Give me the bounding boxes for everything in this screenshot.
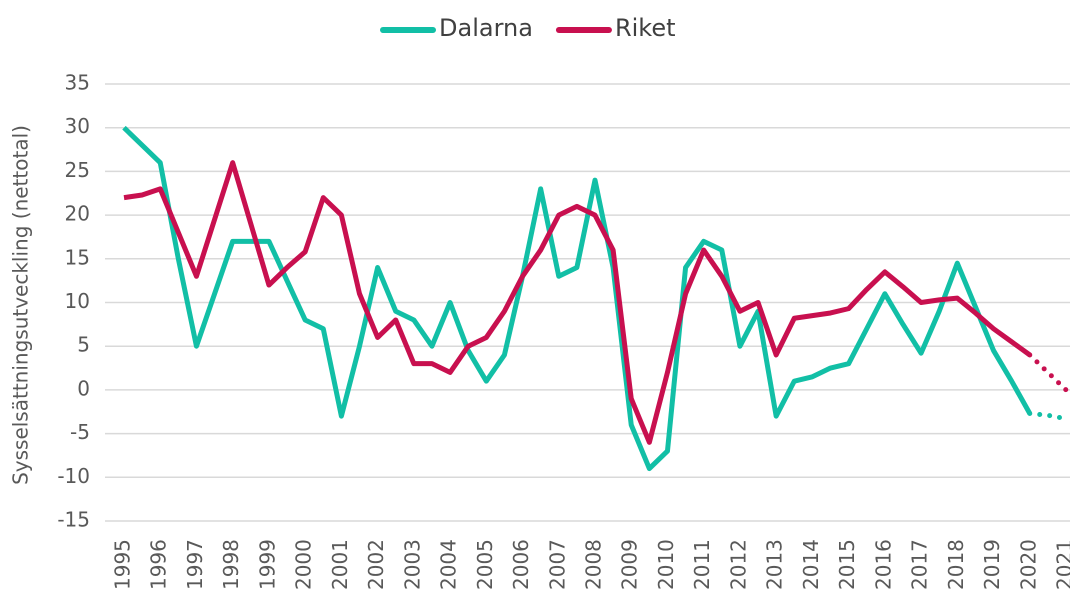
x-tick-label: 2002 — [364, 539, 388, 590]
series-line-forecast — [1027, 410, 1069, 422]
x-tick-label: 1998 — [219, 539, 243, 590]
x-tick-label: 2017 — [908, 539, 932, 590]
y-tick-label: 5 — [77, 333, 90, 357]
series-line — [122, 125, 1032, 472]
y-tick-label: 0 — [77, 376, 90, 400]
x-tick-label: 2001 — [328, 539, 352, 590]
y-tick-label: -10 — [57, 464, 90, 488]
y-tick-label: 25 — [65, 158, 90, 182]
x-tick-label: 2021 — [1053, 539, 1070, 590]
legend: Dalarna Riket — [380, 14, 676, 42]
x-tick-label: 2014 — [799, 539, 823, 590]
y-axis-label: Sysselsättningsutveckling (nettotal) — [9, 125, 33, 485]
x-tick-label: 1997 — [183, 539, 207, 590]
y-tick-label: 10 — [65, 289, 90, 313]
x-tick-label: 2005 — [473, 539, 497, 590]
y-tick-label: 30 — [65, 114, 90, 138]
x-tick-label: 2016 — [871, 539, 895, 590]
x-tick-label: 2010 — [654, 539, 678, 590]
legend-label: Dalarna — [439, 14, 533, 42]
y-tick-label: -15 — [57, 508, 90, 532]
x-tick-label: 1995 — [111, 539, 135, 590]
x-tick-label: 2019 — [980, 539, 1004, 590]
legend-label: Riket — [615, 14, 676, 42]
x-tick-label: 2013 — [763, 539, 787, 590]
x-tick-label: 2003 — [400, 539, 424, 590]
x-tick-label: 2007 — [545, 539, 569, 590]
y-tick-label: -5 — [70, 420, 90, 444]
x-tick-label: 2015 — [835, 539, 859, 590]
y-tick-label: 15 — [65, 245, 90, 269]
series-line-forecast — [1027, 352, 1069, 393]
y-tick-label: 20 — [65, 202, 90, 226]
x-tick-label: 2012 — [726, 539, 750, 590]
x-tick-label: 1996 — [147, 539, 171, 590]
series-line — [123, 160, 1032, 445]
x-tick-label: 2000 — [292, 539, 316, 590]
x-tick-label: 2018 — [944, 539, 968, 590]
x-tick-label: 2011 — [690, 539, 714, 590]
x-tick-label: 2009 — [618, 539, 642, 590]
x-tick-label: 2006 — [509, 539, 533, 590]
x-tick-label: 2020 — [1016, 539, 1040, 590]
y-tick-label: 35 — [65, 71, 90, 95]
x-tick-label: 1999 — [255, 539, 279, 590]
x-tick-label: 2008 — [582, 539, 606, 590]
x-tick-label: 2004 — [437, 539, 461, 590]
